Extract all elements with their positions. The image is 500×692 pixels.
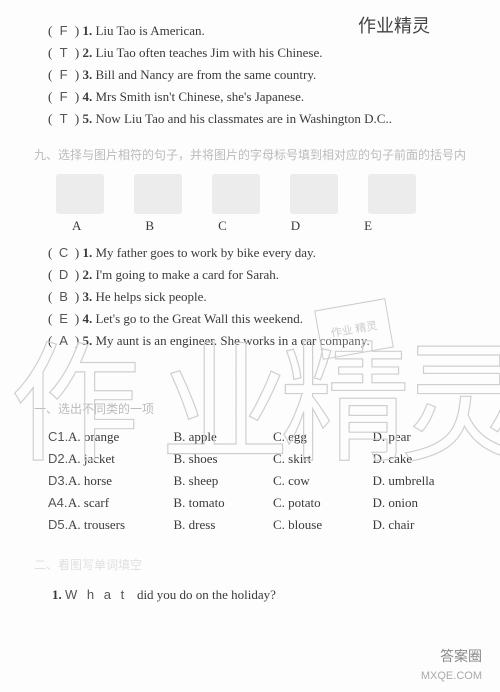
tf-answer: T <box>56 42 72 64</box>
tf-text: Mrs Smith isn't Chinese, she's Japanese. <box>95 89 304 104</box>
match-num: 3. <box>82 289 92 304</box>
tf-answer: T <box>56 108 72 130</box>
picture-label: E <box>364 218 372 234</box>
mc-option: D. onion <box>372 492 472 514</box>
match-num: 5. <box>82 333 92 348</box>
fill-answer: W h a t <box>65 587 127 602</box>
picture-label: A <box>72 218 81 234</box>
mc-option: C. skirt <box>273 448 373 470</box>
mc-option: A. trousers <box>68 514 173 536</box>
mc-option: D. cake <box>372 448 472 470</box>
match-answer: D <box>56 264 72 286</box>
tf-text: Bill and Nancy are from the same country… <box>95 67 316 82</box>
mc-option: A. jacket <box>68 448 173 470</box>
picture-label: D <box>291 218 300 234</box>
tf-num: 2. <box>82 45 92 60</box>
tf-item: ( T ) 2. Liu Tao often teaches Jim with … <box>48 42 472 64</box>
match-item: ( D ) 2. I'm going to make a card for Sa… <box>48 264 472 286</box>
tf-text: Liu Tao often teaches Jim with his Chine… <box>95 45 322 60</box>
footer-url: MXQE.COM <box>421 670 482 682</box>
tf-answer: F <box>56 20 72 42</box>
tf-text: Liu Tao is American. <box>95 23 204 38</box>
match-num: 2. <box>82 267 92 282</box>
mc-option: C. cow <box>273 470 373 492</box>
match-text: He helps sick people. <box>95 289 206 304</box>
picture-row <box>56 174 472 214</box>
mc-option: B. dress <box>173 514 273 536</box>
mc-option: A. horse <box>68 470 173 492</box>
tf-num: 4. <box>82 89 92 104</box>
tf-answer: F <box>56 64 72 86</box>
match-item: ( A ) 5. My aunt is an engineer. She wor… <box>48 330 472 352</box>
match-text: I'm going to make a card for Sarah. <box>95 267 279 282</box>
mc-row: D2. A. jacket B. shoes C. skirt D. cake <box>48 448 472 470</box>
mc-option: B. shoes <box>173 448 273 470</box>
tf-answer: F <box>56 86 72 108</box>
match-answer: B <box>56 286 72 308</box>
mc-answer: D3. <box>48 470 68 492</box>
mc-option: C. egg <box>273 426 373 448</box>
tf-item: ( T ) 5. Now Liu Tao and his classmates … <box>48 108 472 130</box>
footer-brand: 答案圈 <box>440 649 482 664</box>
tf-item: ( F ) 4. Mrs Smith isn't Chinese, she's … <box>48 86 472 108</box>
mc-row: D5. A. trousers B. dress C. blouse D. ch… <box>48 514 472 536</box>
mc-answer: C1. <box>48 426 68 448</box>
fill-line: 1. W h a t did you do on the holiday? <box>52 584 472 606</box>
section-eleven-title: 二、看图写单词填空 <box>34 556 472 574</box>
match-answer: E <box>56 308 72 330</box>
mc-row: A4. A. scarf B. tomato C. potato D. onio… <box>48 492 472 514</box>
match-text: Let's go to the Great Wall this weekend. <box>95 311 303 326</box>
picture-label: C <box>218 218 227 234</box>
mc-option: A. scarf <box>68 492 174 514</box>
picture-e <box>368 174 416 214</box>
tf-num: 3. <box>82 67 92 82</box>
fill-num: 1. <box>52 587 62 602</box>
fill-tail: did you do on the holiday? <box>137 587 276 602</box>
match-text: My father goes to work by bike every day… <box>95 245 315 260</box>
mc-answer: A4. <box>48 492 68 514</box>
tf-item: ( F ) 3. Bill and Nancy are from the sam… <box>48 64 472 86</box>
mc-option: C. blouse <box>273 514 373 536</box>
mc-option: D. chair <box>372 514 472 536</box>
mc-option: C. potato <box>273 492 373 514</box>
mc-option: B. apple <box>173 426 273 448</box>
mc-row: D3. A. horse B. sheep C. cow D. umbrella <box>48 470 472 492</box>
match-block: ( C ) 1. My father goes to work by bike … <box>48 242 472 352</box>
mc-option: B. tomato <box>173 492 273 514</box>
corner-note: 作业精灵 <box>358 12 430 38</box>
mc-option: A. orange <box>68 426 173 448</box>
picture-d <box>290 174 338 214</box>
tf-num: 5. <box>82 111 92 126</box>
mc-answer: D5. <box>48 514 68 536</box>
match-answer: C <box>56 242 72 264</box>
match-item: ( E ) 4. Let's go to the Great Wall this… <box>48 308 472 330</box>
mc-option: B. sheep <box>173 470 273 492</box>
mc-option: D. umbrella <box>372 470 472 492</box>
match-num: 1. <box>82 245 92 260</box>
section-ten-title: 一、选出不同类的一项 <box>34 400 472 418</box>
picture-b <box>134 174 182 214</box>
section-nine-title: 九、选择与图片相符的句子，并将图片的字母标号填到相对应的句子前面的括号内 <box>34 146 472 164</box>
match-item: ( C ) 1. My father goes to work by bike … <box>48 242 472 264</box>
match-num: 4. <box>82 311 92 326</box>
mc-block: C1. A. orange B. apple C. egg D. pear D2… <box>48 426 472 536</box>
mc-option: D. pear <box>372 426 472 448</box>
tf-text: Now Liu Tao and his classmates are in Wa… <box>95 111 392 126</box>
match-answer: A <box>56 330 72 352</box>
picture-letter-row: A B C D E <box>72 218 472 234</box>
tf-num: 1. <box>82 23 92 38</box>
picture-c <box>212 174 260 214</box>
picture-a <box>56 174 104 214</box>
mc-row: C1. A. orange B. apple C. egg D. pear <box>48 426 472 448</box>
mc-answer: D2. <box>48 448 68 470</box>
picture-label: B <box>145 218 154 234</box>
match-item: ( B ) 3. He helps sick people. <box>48 286 472 308</box>
